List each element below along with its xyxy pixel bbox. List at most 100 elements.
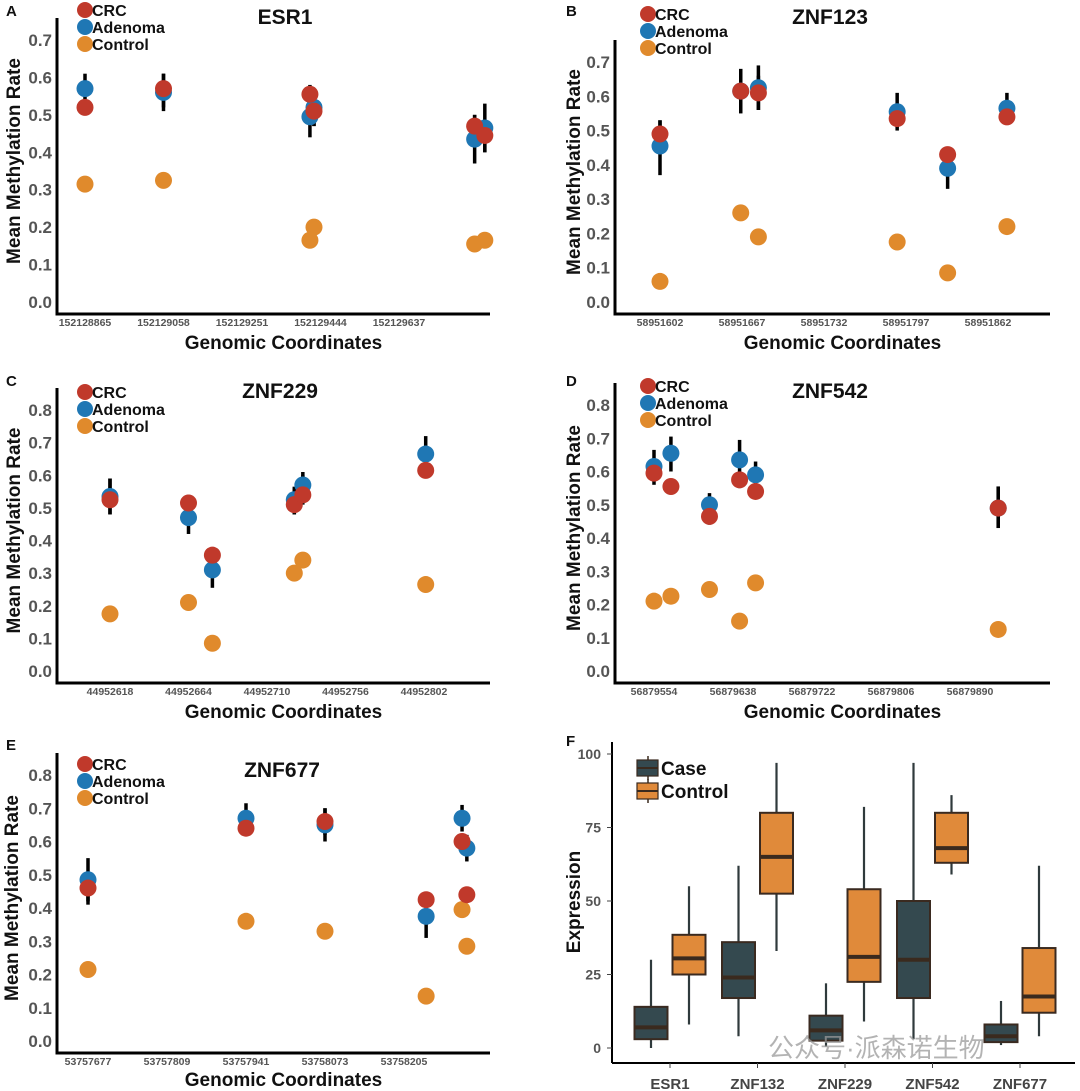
y-axis-title: Mean Methylation Rate bbox=[4, 58, 25, 264]
y-tick-label: 0.3 bbox=[28, 181, 52, 200]
y-tick-label: 0.7 bbox=[586, 53, 610, 72]
data-point-crc bbox=[453, 833, 471, 850]
x-tick-label: 44952802 bbox=[401, 686, 448, 698]
y-axis-title: Mean Methylation Rate bbox=[4, 428, 25, 634]
data-point-crc bbox=[732, 82, 750, 100]
x-tick-label: ESR1 bbox=[650, 1076, 689, 1091]
panel-c: C ZNF229 0.0 0.1 0.2 0.3 0.4 0.5 0.6 0.7 0.8 449526… bbox=[4, 373, 490, 723]
panel-letter: E bbox=[6, 737, 16, 754]
data-point-adenoma bbox=[453, 809, 471, 827]
panel-e: E ZNF677 0.0 0.1 0.2 0.3 0.4 0.5 0.6 0.7 0.8 537576… bbox=[2, 737, 490, 1091]
y-tick-label: 0.2 bbox=[28, 966, 52, 985]
legend-label-control: Control bbox=[655, 41, 712, 58]
y-tick-label: 0.2 bbox=[28, 597, 52, 616]
box-control bbox=[759, 811, 794, 895]
panel-b: B ZNF123 0.0 0.1 0.2 0.3 0.4 0.5 0.6 0.7 58951602 5… bbox=[564, 3, 1050, 354]
legend-marker-adenoma bbox=[640, 23, 656, 39]
legend-label-crc: CRC bbox=[92, 757, 127, 774]
x-tick-label: 152129637 bbox=[373, 317, 426, 329]
data-point-control bbox=[76, 175, 94, 193]
data-point-crc bbox=[417, 461, 435, 479]
y-tick-label: 0.3 bbox=[28, 932, 52, 951]
panel-letter: F bbox=[566, 733, 575, 750]
x-tick-label: 152128865 bbox=[59, 317, 112, 329]
data-point-crc bbox=[417, 891, 435, 909]
data-point-crc bbox=[747, 482, 765, 500]
y-tick-label: 0.5 bbox=[28, 106, 52, 125]
x-axis-title: Genomic Coordinates bbox=[185, 1070, 382, 1091]
y-tick-label: 25 bbox=[585, 967, 601, 983]
data-point-crc bbox=[989, 499, 1007, 517]
y-tick-label: 0.3 bbox=[586, 562, 610, 581]
legend-label-control: Control bbox=[92, 791, 149, 808]
y-tick-label: 0.8 bbox=[28, 766, 52, 785]
data-point-adenoma bbox=[700, 496, 718, 514]
x-tick-label: 58951732 bbox=[801, 317, 848, 329]
legend-label-crc: CRC bbox=[92, 385, 127, 402]
x-tick-label: 58951797 bbox=[883, 317, 930, 329]
y-tick-label: 0.5 bbox=[28, 499, 52, 518]
panel-letter: B bbox=[566, 3, 577, 20]
data-point-control bbox=[305, 218, 323, 236]
x-tick-label: 152129058 bbox=[137, 317, 190, 329]
y-tick-label: 0.7 bbox=[28, 799, 52, 818]
y-tick-label: 0.8 bbox=[28, 401, 52, 420]
x-tick-label: 53757941 bbox=[223, 1056, 270, 1068]
y-tick-label: 75 bbox=[585, 820, 601, 836]
y-tick-label: 0.4 bbox=[586, 156, 610, 175]
box-case bbox=[983, 1023, 1019, 1044]
x-tick-label: 58951602 bbox=[637, 317, 684, 329]
legend-marker-crc bbox=[640, 6, 656, 22]
y-tick-label: 0.6 bbox=[28, 833, 52, 852]
y-tick-label: 0.4 bbox=[28, 532, 52, 551]
legend-marker-control bbox=[77, 418, 93, 434]
data-point-crc bbox=[316, 813, 334, 831]
data-point-crc bbox=[101, 491, 119, 509]
data-point-control bbox=[285, 564, 303, 582]
data-point-control bbox=[651, 272, 669, 290]
data-point-adenoma bbox=[180, 509, 197, 527]
y-tick-label: 0.0 bbox=[28, 1032, 52, 1051]
y-tick-label: 0.2 bbox=[586, 596, 610, 615]
y-tick-label: 0.6 bbox=[28, 466, 52, 485]
data-point-control bbox=[417, 987, 435, 1005]
data-point-crc bbox=[76, 98, 94, 116]
y-tick-label: 0.4 bbox=[28, 899, 52, 918]
x-tick-label: 58951667 bbox=[719, 317, 766, 329]
y-tick-label: 0.7 bbox=[586, 429, 610, 448]
data-point-adenoma bbox=[939, 159, 957, 177]
data-point-crc bbox=[180, 494, 197, 512]
panel-f: F 0 25 50 75 100 Expression ESR1 ZNF132 ZNF229 ZNF… bbox=[564, 733, 1075, 1091]
y-axis-title: Expression bbox=[564, 851, 585, 953]
data-point-control bbox=[747, 574, 765, 592]
data-point-adenoma bbox=[662, 444, 680, 462]
legend-marker-control bbox=[640, 40, 656, 56]
y-axis-title: Mean Methylation Rate bbox=[2, 795, 23, 1001]
x-tick-label: 56879722 bbox=[789, 686, 836, 698]
legend-label-adenoma: Adenoma bbox=[92, 774, 165, 791]
data-point-control bbox=[662, 587, 680, 605]
box-control bbox=[934, 811, 969, 864]
y-tick-label: 0.2 bbox=[586, 224, 610, 243]
legend-label-case: Case bbox=[661, 759, 706, 780]
data-point-control bbox=[998, 218, 1016, 236]
data-point-adenoma bbox=[417, 907, 435, 925]
legend-label-crc: CRC bbox=[655, 7, 690, 24]
x-tick-label: 53758073 bbox=[302, 1056, 349, 1068]
data-point-control bbox=[700, 581, 718, 599]
data-point-adenoma bbox=[731, 451, 749, 469]
y-tick-label: 0.7 bbox=[28, 434, 52, 453]
panel-title: ZNF123 bbox=[792, 6, 868, 29]
data-point-crc bbox=[939, 146, 957, 164]
panel-letter: C bbox=[6, 373, 17, 390]
box-control bbox=[671, 933, 707, 976]
data-point-control bbox=[458, 937, 476, 955]
x-tick-label: 56879554 bbox=[631, 686, 678, 698]
data-point-crc bbox=[458, 886, 476, 904]
legend-marker-adenoma bbox=[640, 395, 656, 411]
y-tick-label: 0.6 bbox=[586, 87, 610, 106]
data-point-control bbox=[301, 231, 319, 249]
panel-title: ZNF677 bbox=[244, 759, 320, 782]
y-tick-label: 100 bbox=[578, 746, 602, 762]
legend-marker-control bbox=[77, 36, 93, 52]
